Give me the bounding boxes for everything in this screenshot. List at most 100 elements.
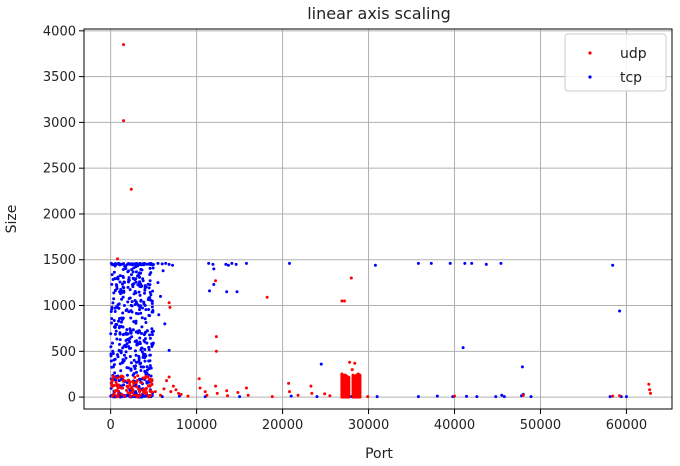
udp-point [130, 385, 134, 389]
tcp-point [121, 333, 125, 337]
legend-tcp-marker [588, 75, 592, 79]
tcp-point [145, 368, 149, 372]
tcp-point [494, 395, 498, 399]
udp-point [611, 394, 615, 398]
tcp-point [373, 263, 377, 267]
legend-udp-marker [588, 51, 592, 55]
tcp-point [118, 338, 122, 342]
tcp-point [127, 310, 131, 314]
x-tick-label: 60000 [606, 418, 647, 433]
udp-point [148, 390, 152, 394]
udp-point [649, 391, 653, 395]
udp-point [350, 368, 354, 372]
tcp-point [500, 393, 504, 397]
tcp-point [611, 263, 615, 267]
tcp-point [112, 358, 116, 362]
tcp-point [435, 394, 439, 398]
udp-point [310, 391, 314, 395]
udp-point [177, 391, 181, 395]
udp-point [174, 388, 178, 392]
tcp-point [118, 317, 122, 321]
tcp-point [109, 352, 113, 356]
udp-point [226, 394, 230, 398]
tcp-point [110, 273, 114, 277]
tcp-point [150, 299, 154, 303]
tcp-point [208, 289, 212, 293]
tcp-point [608, 395, 612, 399]
tcp-point [109, 359, 113, 363]
udp-point [120, 386, 124, 390]
tcp-point [463, 261, 467, 265]
udp-point [205, 393, 209, 397]
tcp-point [151, 289, 155, 293]
udp-point [126, 391, 130, 395]
tcp-point [121, 325, 125, 329]
tcp-point [131, 276, 135, 280]
tcp-point [132, 372, 136, 376]
tcp-point [140, 331, 144, 335]
tcp-point [145, 380, 149, 384]
tcp-point [125, 328, 129, 332]
tcp-point [156, 281, 160, 285]
tcp-point [134, 291, 138, 295]
tcp-point [138, 336, 142, 340]
tcp-point [145, 371, 149, 375]
tcp-point [448, 261, 452, 265]
tcp-point [129, 368, 133, 372]
tcp-point [134, 280, 138, 284]
tcp-point [133, 367, 137, 371]
udp-point [136, 374, 140, 378]
tcp-point [119, 288, 123, 292]
tcp-point [140, 395, 144, 399]
tcp-point [128, 288, 132, 292]
x-tick-label: 50000 [520, 418, 561, 433]
tcp-point [148, 333, 152, 337]
udp-point [521, 393, 525, 397]
tcp-point [140, 346, 144, 350]
chart-title: linear axis scaling [307, 4, 451, 23]
tcp-point [235, 290, 239, 294]
tcp-point [150, 333, 154, 337]
tcp-point [132, 320, 136, 324]
tcp-point [115, 322, 119, 326]
tcp-point [143, 317, 147, 321]
tcp-point [149, 366, 153, 370]
udp-point [328, 394, 332, 398]
tcp-point [111, 349, 115, 353]
tcp-point [113, 309, 117, 313]
tcp-point [140, 325, 144, 329]
tcp-point [148, 279, 152, 283]
udp-point [140, 381, 144, 385]
tcp-point [140, 316, 144, 320]
tcp-point [120, 291, 124, 295]
udp-point [128, 394, 132, 398]
udp-point [168, 305, 172, 309]
tcp-point [121, 316, 125, 320]
tcp-point [131, 270, 135, 274]
tcp-point [114, 329, 118, 333]
tcp-point [499, 261, 503, 265]
y-tick-label: 2000 [43, 207, 76, 222]
tcp-point [465, 394, 469, 398]
udp-point [453, 394, 457, 398]
tcp-point [122, 383, 126, 387]
udp-point [197, 377, 201, 381]
tcp-point [470, 261, 474, 265]
tcp-point [163, 322, 167, 326]
udp-point [125, 388, 129, 392]
udp-point [120, 392, 124, 396]
tcp-point [112, 270, 116, 274]
tcp-point [112, 297, 116, 301]
udp-point [127, 378, 131, 382]
udp-point [342, 299, 346, 303]
tcp-point [115, 337, 119, 341]
tcp-point [134, 370, 138, 374]
tcp-point [212, 282, 216, 286]
tcp-point [143, 288, 147, 292]
x-tick-label: 0 [107, 418, 115, 433]
y-tick-label: 2500 [43, 162, 76, 177]
tcp-point [143, 356, 147, 360]
tcp-point [110, 365, 114, 369]
tcp-point [134, 360, 138, 364]
tcp-point [119, 320, 123, 324]
